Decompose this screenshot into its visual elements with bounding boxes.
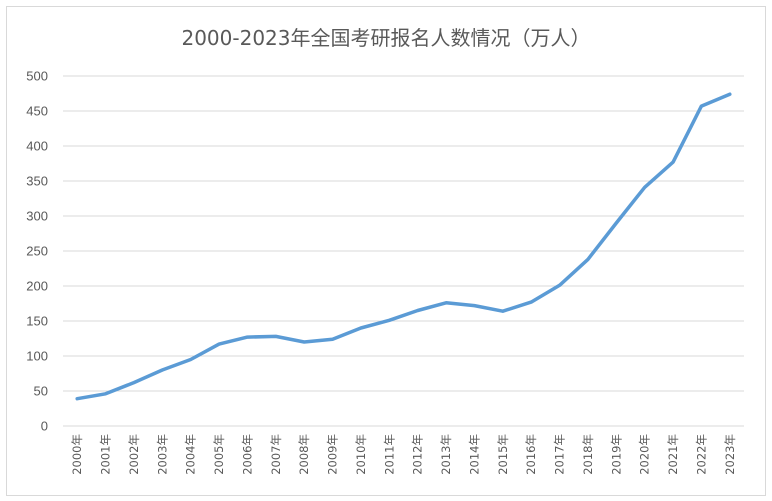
series-line — [75, 92, 732, 401]
x-tick-label: 2021年 — [666, 434, 680, 475]
x-tick-label: 2004年 — [184, 434, 198, 475]
x-tick-label: 2008年 — [297, 434, 311, 475]
x-tick-label: 2020年 — [638, 434, 652, 475]
y-tick-label: 300 — [26, 209, 48, 224]
y-tick-label: 450 — [26, 104, 48, 119]
y-tick-label: 50 — [34, 384, 48, 399]
y-tick-label: 100 — [26, 349, 48, 364]
y-tick-label: 200 — [26, 279, 48, 294]
y-axis-labels: 0 50 100 150 200 250 300 350 400 450 500 — [26, 69, 48, 434]
chart-title: 2000-2023年全国考研报名人数情况（万人） — [181, 26, 591, 50]
x-tick-label: 2010年 — [354, 434, 368, 475]
x-tick-label: 2007年 — [269, 434, 283, 475]
gridlines — [63, 75, 744, 427]
x-axis-labels: 2000年 2001年 2002年 2003年 2004年 2005年 2006年 2007年… — [70, 434, 737, 475]
x-tick-label: 2011年 — [382, 434, 396, 475]
x-tick-label: 2013年 — [439, 434, 453, 475]
x-tick-label: 2005年 — [212, 434, 226, 475]
y-tick-label: 150 — [26, 314, 48, 329]
series-lines — [75, 92, 732, 401]
x-tick-label: 2002年 — [127, 434, 141, 475]
x-tick-label: 2023年 — [723, 434, 737, 475]
x-tick-label: 2001年 — [99, 434, 113, 475]
y-tick-label: 400 — [26, 139, 48, 154]
y-tick-label: 350 — [26, 174, 48, 189]
x-tick-label: 2000年 — [70, 434, 84, 475]
x-tick-label: 2003年 — [155, 434, 169, 475]
y-tick-label: 250 — [26, 244, 48, 259]
x-tick-label: 2016年 — [524, 434, 538, 475]
x-tick-label: 2019年 — [609, 434, 623, 475]
x-tick-label: 2017年 — [553, 434, 567, 475]
x-tick-label: 2009年 — [326, 434, 340, 475]
y-tick-label: 0 — [41, 419, 48, 434]
y-tick-label: 500 — [26, 69, 48, 84]
x-tick-label: 2012年 — [411, 434, 425, 475]
x-tick-label: 2014年 — [467, 434, 481, 475]
x-tick-label: 2006年 — [240, 434, 254, 475]
x-tick-label: 2015年 — [496, 434, 510, 475]
x-tick-label: 2022年 — [694, 434, 708, 475]
x-tick-label: 2018年 — [581, 434, 595, 475]
